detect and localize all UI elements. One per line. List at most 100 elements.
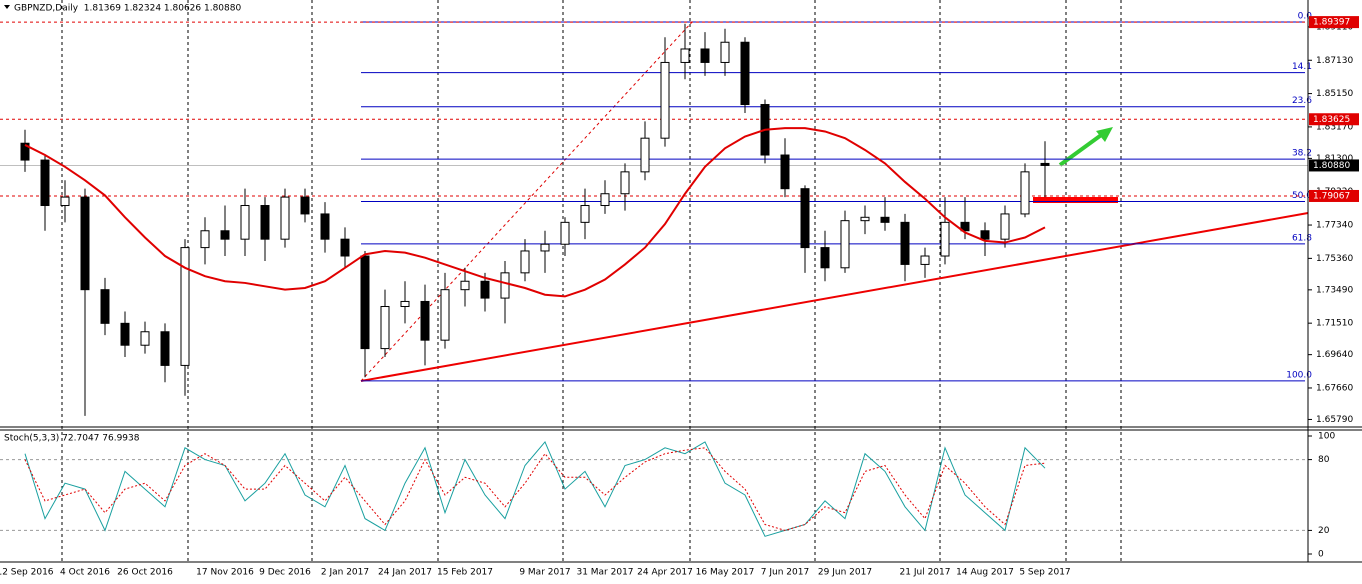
x-tick-label: 26 Oct 2016	[117, 568, 173, 578]
data-layer: 1.891101.871301.851501.831701.813001.793…	[0, 12, 1359, 578]
y-tick-label: 80	[1318, 455, 1330, 465]
x-tick-label: 4 Oct 2016	[60, 568, 110, 578]
price-tag	[1309, 189, 1359, 202]
candle-body	[840, 220, 850, 269]
fib-label: 38.2	[1292, 149, 1312, 159]
indicator-title: Stoch(5,3,3) 72.7047 76.9938	[4, 434, 140, 444]
candle-body	[420, 300, 430, 341]
candle-body	[920, 255, 930, 265]
candle-body	[720, 41, 730, 63]
candle-body	[240, 205, 250, 240]
candle-body	[600, 193, 610, 207]
candle-body	[340, 238, 350, 257]
candle-body	[680, 48, 690, 63]
candle-body	[560, 221, 570, 245]
x-tick-label: 21 Jul 2017	[900, 568, 951, 578]
candle-body	[800, 188, 810, 249]
candle-body	[1040, 162, 1050, 166]
candle-body	[860, 216, 870, 222]
candle-body	[960, 221, 970, 232]
candle-body	[200, 230, 210, 249]
y-tick-label: 1.85150	[1316, 89, 1353, 99]
arrow-shaft	[1058, 131, 1106, 167]
fib-label: 100.0	[1286, 370, 1312, 380]
y-tick-label: 1.71510	[1316, 319, 1353, 329]
fib-label: 14.1	[1292, 62, 1312, 72]
candle-body	[900, 221, 910, 265]
candle-body	[520, 250, 530, 274]
x-tick-label: 24 Jan 2017	[378, 568, 432, 578]
candle-body	[220, 230, 230, 240]
moving-average	[24, 127, 1046, 298]
candle-body	[940, 221, 950, 257]
current-price-label: 1.80880	[1313, 161, 1350, 171]
candle-body	[140, 331, 150, 346]
fib-label: 0.0	[1298, 12, 1313, 22]
candle-body	[300, 196, 310, 215]
x-tick-label: 7 Jun 2017	[761, 568, 809, 578]
x-tick-label: 24 Apr 2017	[637, 568, 693, 578]
y-tick-label: 0	[1318, 550, 1324, 560]
candle-body	[360, 255, 370, 350]
x-tick-label: 5 Sep 2017	[1019, 568, 1070, 578]
x-tick-label: 16 May 2017	[696, 568, 755, 578]
price-tag-label: 1.83625	[1313, 115, 1350, 125]
x-tick-label: 12 Sep 2016	[0, 568, 54, 578]
candle-body	[480, 280, 490, 299]
trend-line	[360, 212, 1309, 382]
y-tick-label: 1.83170	[1316, 122, 1353, 132]
candle-body	[980, 230, 990, 240]
candle-body	[120, 322, 130, 346]
candle-body	[160, 331, 170, 366]
y-tick-label: 20	[1318, 526, 1330, 536]
candle-body	[880, 216, 890, 223]
chart-title: GBPNZD,Daily 1.81369 1.82324 1.80626 1.8…	[14, 4, 241, 14]
candle-body	[280, 196, 290, 240]
candle-body	[820, 247, 830, 269]
candle-body	[60, 196, 70, 207]
fib-label: 23.6	[1292, 96, 1312, 106]
candle-body	[260, 205, 270, 240]
y-tick-label: 1.81300	[1316, 154, 1353, 164]
candle-body	[1020, 171, 1030, 215]
price-tag	[1309, 16, 1359, 29]
stoch-line	[24, 447, 1046, 531]
x-tick-label: 29 Jun 2017	[818, 568, 872, 578]
candle-body	[700, 48, 710, 63]
candle-body	[80, 196, 90, 291]
fib-label: 61.8	[1292, 233, 1312, 243]
symbol-marker	[4, 5, 10, 9]
y-tick-label: 1.73490	[1316, 285, 1353, 295]
candle-body	[540, 243, 550, 252]
candle-body	[780, 154, 790, 190]
x-tick-label: 31 Mar 2017	[576, 568, 633, 578]
candle-body	[620, 171, 630, 195]
candle-body	[100, 289, 110, 324]
candle-body	[380, 306, 390, 350]
y-tick-label: 1.65790	[1316, 415, 1353, 425]
fib-trend-line	[360, 20, 694, 382]
arrow-head	[1096, 127, 1113, 142]
candle-body	[180, 247, 190, 366]
x-tick-label: 14 Aug 2017	[956, 568, 1014, 578]
candle-body	[400, 300, 410, 308]
candle-body	[320, 213, 330, 240]
candle-body	[460, 280, 470, 291]
price-tag	[1309, 113, 1359, 126]
y-tick-label: 1.77340	[1316, 221, 1353, 231]
candle-body	[640, 137, 650, 173]
y-tick-label: 100	[1318, 432, 1335, 442]
candle-body	[740, 41, 750, 106]
candle-body	[660, 61, 670, 139]
x-tick-label: 9 Mar 2017	[519, 568, 570, 578]
green-arrow	[1058, 127, 1113, 167]
current-price-tag	[1309, 159, 1359, 172]
y-tick-label: 1.69640	[1316, 350, 1353, 360]
y-tick-label: 1.75360	[1316, 254, 1353, 264]
candle-body	[500, 272, 510, 299]
price-tag-label: 1.89397	[1313, 18, 1350, 28]
y-tick-label: 1.67660	[1316, 383, 1353, 393]
stoch-line	[24, 440, 1046, 537]
